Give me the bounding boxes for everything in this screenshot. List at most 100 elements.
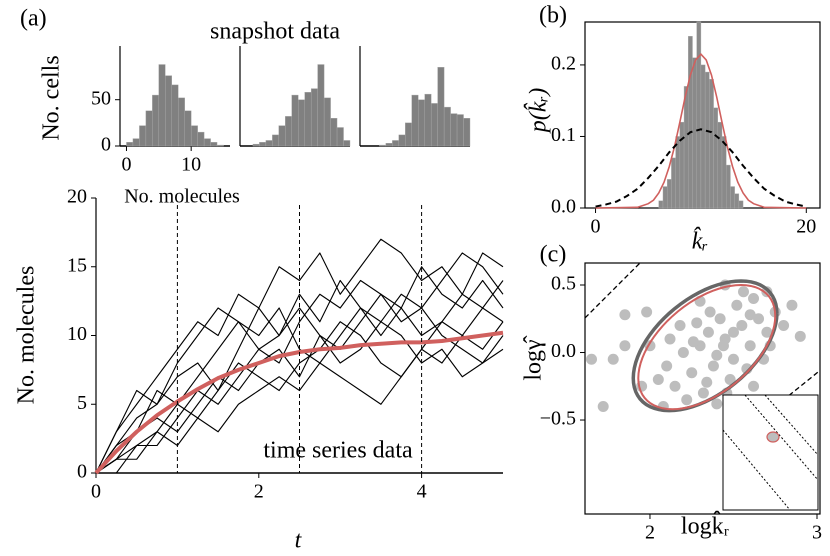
density-curve: [595, 128, 807, 208]
plot-frame: [584, 262, 821, 515]
scatter-point: [697, 387, 709, 399]
annotation: time series data: [263, 438, 413, 464]
scatter-point: [724, 374, 736, 386]
scatter-point: [727, 353, 739, 365]
scatter-point: [736, 320, 748, 332]
y-tick-label: 20: [67, 186, 87, 208]
hist-bar: [683, 86, 689, 209]
hist-bar: [317, 64, 325, 147]
scatter-point: [714, 313, 726, 325]
inset-ellipse: [766, 431, 780, 443]
scatter-point: [704, 306, 716, 318]
scatter-point: [738, 286, 750, 298]
hist-bar: [310, 88, 318, 147]
hist-bar: [152, 94, 160, 147]
ellipse: [637, 284, 777, 411]
scatter-point: [744, 340, 756, 352]
inset-frame: [722, 394, 819, 511]
hist-bar: [252, 143, 260, 147]
series-line: [95, 307, 504, 474]
scatter-point: [669, 380, 681, 392]
scatter-point: [748, 293, 760, 305]
hist-bar: [379, 144, 387, 147]
x-label: k̂ᵣ: [692, 227, 709, 255]
hist-bar: [696, 21, 702, 209]
y-label: No. cells: [39, 55, 65, 140]
inset-line: [744, 394, 819, 481]
scatter-point: [727, 326, 739, 338]
hist-bar: [272, 134, 280, 147]
scatter-point: [748, 380, 760, 392]
y-tick-label: 15: [67, 254, 87, 276]
hist-bar: [463, 118, 471, 147]
scatter-point: [641, 306, 653, 318]
hist-bar: [675, 136, 681, 209]
inset-line: [764, 394, 819, 456]
hist-bar: [385, 143, 393, 147]
series-line: [95, 293, 504, 474]
scatter-point: [661, 360, 673, 372]
x-tick-label: 4: [417, 481, 427, 503]
hist-bar: [437, 67, 445, 147]
scatter-point: [761, 326, 773, 338]
scatter-point: [794, 330, 806, 342]
hist-bar: [713, 107, 718, 209]
hist-bar: [184, 110, 192, 147]
hist-bar: [658, 200, 664, 209]
scatter-point: [681, 394, 693, 406]
scatter-point: [586, 353, 598, 365]
y-tick-label: 0.1: [551, 124, 576, 146]
hist-bar: [298, 99, 305, 147]
panel-label: (a): [20, 6, 47, 32]
hist-bar: [190, 125, 198, 147]
hist-bar: [285, 116, 292, 147]
chart-title: snapshot data: [210, 19, 340, 45]
hist-bar: [126, 142, 134, 147]
y-tick-label: 0: [77, 461, 87, 483]
scatter-point: [786, 299, 798, 311]
inset: [722, 394, 819, 511]
y-tick-label: 0.0: [551, 196, 576, 218]
hist-bar: [662, 186, 668, 209]
hist-bar: [304, 92, 312, 147]
hist-bar: [443, 106, 451, 147]
scatter-point: [701, 376, 713, 388]
hist-bar: [424, 93, 432, 147]
hist-bar: [666, 179, 672, 209]
x-label: logk̂ᵣ: [681, 511, 729, 540]
hist-bar: [210, 142, 218, 147]
hist-bar: [717, 121, 723, 209]
hist-bar: [709, 79, 714, 209]
y-label: p(k̂ᵣ): [524, 88, 552, 135]
y-tick-label: 0: [101, 134, 111, 156]
scatter-point: [702, 326, 714, 338]
y-label: No. molecules: [14, 266, 40, 405]
scatter-point: [619, 309, 631, 321]
hist-bar: [671, 157, 676, 209]
scatter-point: [664, 333, 676, 345]
y-tick-label: 0.5: [551, 273, 576, 295]
scatter-point: [607, 353, 619, 365]
scatter-point: [619, 340, 631, 352]
hist-bar: [738, 200, 744, 209]
hist-bar: [726, 164, 731, 209]
scatter-point: [753, 313, 765, 325]
x-label: No. molecules: [124, 186, 240, 208]
scatter-point: [686, 367, 698, 379]
hist-bar: [158, 64, 166, 147]
scatter-point: [707, 360, 719, 372]
hist-bar: [330, 118, 338, 147]
panel-label: (c): [540, 242, 567, 268]
x-label: t: [295, 528, 303, 554]
hist-bar: [323, 97, 331, 147]
hist-bar: [411, 94, 419, 147]
hist-bar: [418, 99, 425, 147]
hist-bar: [734, 193, 740, 209]
hist-bar: [704, 71, 710, 209]
hist-bar: [398, 134, 406, 147]
panel-label: (b): [539, 3, 567, 29]
y-tick-label: 5: [77, 392, 87, 414]
scatter-point: [674, 320, 686, 332]
